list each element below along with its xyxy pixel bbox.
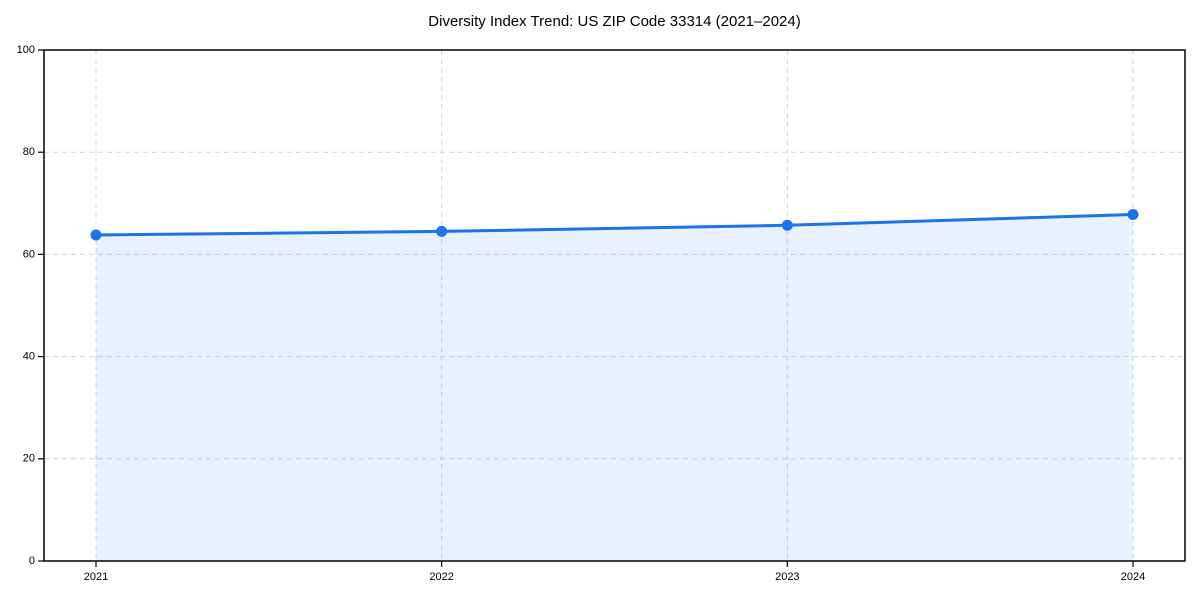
trend-line bbox=[94, 213, 1135, 237]
data-point-2024 bbox=[1127, 209, 1139, 221]
x-tick-label: 2024 bbox=[1121, 571, 1145, 583]
x-tick-label: 2022 bbox=[429, 571, 453, 583]
y-tick-label: 0 bbox=[29, 555, 35, 567]
y-tick-label: 40 bbox=[23, 351, 35, 363]
y-tick-label: 20 bbox=[23, 453, 35, 465]
y-tick-label: 80 bbox=[23, 146, 35, 158]
y-tick-label: 100 bbox=[17, 44, 35, 56]
area-fill bbox=[96, 214, 1133, 562]
data-point-2021 bbox=[90, 229, 102, 241]
y-tick-label: 60 bbox=[23, 248, 35, 260]
x-tick-label: 2021 bbox=[84, 571, 108, 583]
plot-border bbox=[43, 49, 1186, 562]
data-point-2022 bbox=[436, 225, 448, 237]
chart-title: Diversity Index Trend: US ZIP Code 33314… bbox=[428, 13, 801, 30]
x-tick-label: 2023 bbox=[775, 571, 799, 583]
data-point-2023 bbox=[781, 219, 793, 231]
